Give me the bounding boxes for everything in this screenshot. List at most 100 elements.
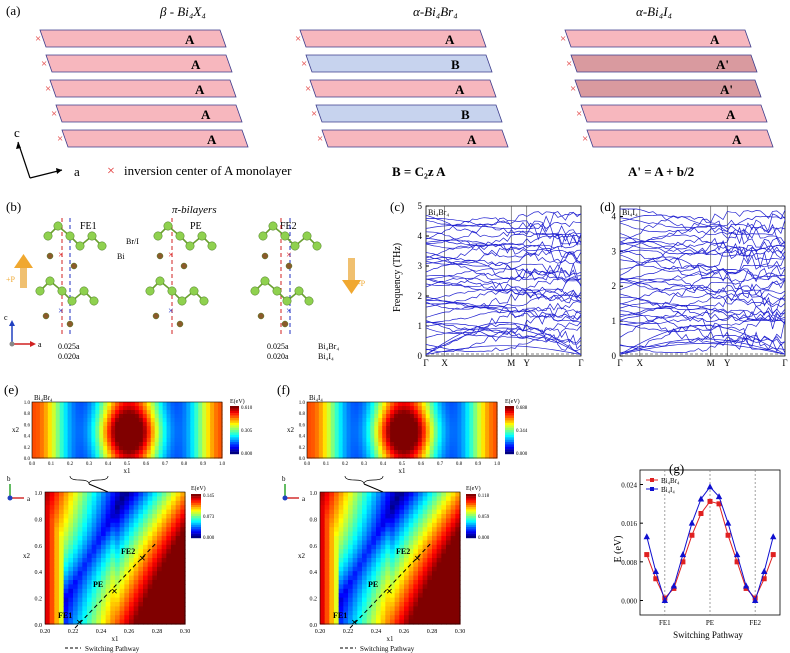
zoom-cell — [446, 496, 452, 502]
zoom-cell — [390, 492, 396, 497]
zoom-cell — [427, 540, 433, 546]
map-cell — [170, 434, 176, 439]
zoom-cell — [329, 540, 335, 546]
zcbar-cell — [191, 522, 201, 525]
zoom-cell — [408, 558, 414, 563]
map-cell — [51, 410, 57, 415]
zoom-cell — [385, 500, 391, 506]
zoom-cell — [49, 518, 55, 524]
inversion-marker-b: × — [286, 250, 292, 261]
zoom-cell — [180, 610, 186, 616]
zoom-cell — [446, 610, 452, 616]
map-cell — [382, 438, 387, 443]
map-cell — [166, 454, 172, 459]
map-cell — [32, 454, 37, 459]
map-cell — [314, 446, 320, 451]
map-cell — [413, 450, 419, 455]
map-cell — [390, 414, 395, 419]
zoom-cell — [152, 593, 158, 599]
zoom-cell — [59, 597, 65, 603]
map-cell — [210, 402, 215, 407]
zoom-cell — [129, 593, 135, 599]
map-cell — [473, 410, 478, 415]
zoom-cell — [161, 615, 167, 621]
zoom-cell — [329, 518, 335, 524]
band-xtick: Γ — [423, 358, 428, 368]
map-cell — [338, 454, 344, 459]
zoom-cell — [334, 553, 340, 559]
map-cell — [390, 410, 395, 415]
map-cell — [142, 402, 148, 407]
zoom-cell — [157, 553, 163, 559]
zoom-cell — [91, 500, 97, 506]
zoom-cell — [450, 580, 456, 585]
map-cell — [449, 434, 455, 439]
map-cell — [390, 422, 395, 427]
map-cell — [214, 414, 219, 419]
zoom-cell — [129, 597, 135, 603]
bi-atom — [312, 241, 322, 251]
zoom-cell — [105, 492, 111, 497]
zoom-cell — [110, 580, 116, 585]
zoom-cell — [357, 584, 363, 590]
zoom-cell — [329, 588, 335, 594]
map-cell — [182, 426, 187, 431]
map-cell — [382, 426, 387, 431]
phonon-band — [619, 278, 786, 293]
map-cell — [449, 418, 455, 423]
zoom-cell — [82, 492, 88, 497]
zoom-cell — [427, 571, 433, 577]
map-cell — [59, 422, 65, 427]
zoom-cell — [334, 602, 340, 607]
zoom-cell — [59, 514, 65, 519]
map-cell — [307, 418, 312, 423]
zoom-cell — [432, 562, 438, 568]
zoom-cell — [63, 562, 69, 568]
zoom-cell — [68, 575, 74, 581]
zoom-cell — [166, 566, 172, 572]
zoom-cell — [87, 514, 93, 519]
zoom-cell — [366, 580, 372, 585]
map-cell — [91, 426, 96, 431]
map-cell — [425, 406, 431, 411]
top-ytick: 0.2 — [24, 446, 31, 451]
zoom-cell — [418, 562, 424, 568]
map-cell — [390, 450, 395, 455]
zoom-cell — [157, 531, 163, 537]
zoom-cell — [157, 549, 163, 555]
cbar-cell — [230, 444, 239, 447]
zoom-cell — [147, 509, 153, 515]
zoom-cell — [115, 492, 121, 497]
zoom-cell — [143, 496, 149, 502]
zcbar-cell — [191, 527, 201, 530]
map-cell — [79, 414, 85, 419]
zoom-cell — [338, 597, 344, 603]
zoom-cell — [77, 562, 83, 568]
zoom-cell — [82, 610, 88, 616]
zoom-cell — [366, 566, 372, 572]
map-cell — [370, 422, 375, 427]
map-cell — [91, 438, 96, 443]
zoom-cell — [175, 575, 181, 581]
zoom-cell — [129, 522, 135, 528]
inversion-marker-b: × — [58, 250, 64, 261]
map-cell — [166, 434, 172, 439]
inversion-marker-b: × — [58, 306, 64, 317]
map-cell — [310, 414, 316, 419]
zoom-cell — [348, 522, 354, 528]
zoom-cell — [157, 509, 163, 515]
band-ytick: 0 — [418, 351, 423, 361]
map-cell — [445, 434, 451, 439]
zoom-cell — [180, 593, 186, 599]
zoom-cell — [82, 540, 88, 546]
zoom-cell — [343, 571, 349, 577]
zoom-cell — [427, 549, 433, 555]
band-ytick: 5 — [418, 201, 423, 211]
map-cell — [342, 430, 348, 435]
map-cell — [449, 402, 455, 407]
zoom-cell — [59, 522, 65, 528]
zoom-cell — [320, 610, 326, 616]
layer-label: B — [451, 57, 460, 72]
map-cell — [47, 418, 53, 423]
zoom-cell — [394, 562, 400, 568]
